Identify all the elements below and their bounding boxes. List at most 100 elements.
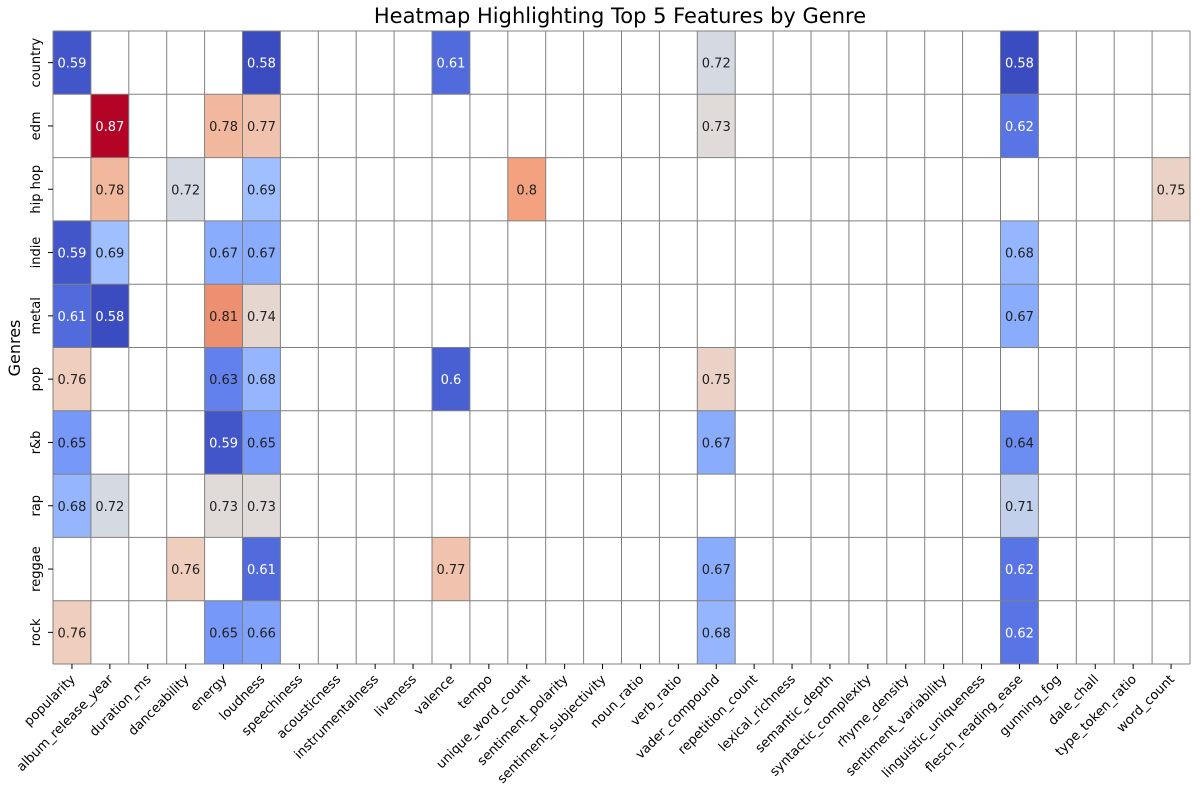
heatmap-cell — [697, 410, 736, 475]
y-tick-label: edm — [29, 111, 44, 140]
heatmap-cell — [432, 31, 470, 95]
cell-value-label: 0.72 — [171, 183, 200, 198]
heatmap-cell — [204, 220, 243, 285]
heatmap-cell — [204, 600, 243, 664]
cell-value-label: 0.65 — [209, 626, 238, 641]
cell-value-label: 0.68 — [1005, 247, 1034, 262]
heatmap-cell — [697, 347, 736, 411]
heatmap-cell — [1000, 474, 1039, 538]
cell-value-label: 0.61 — [247, 563, 276, 578]
heatmap-cell — [242, 284, 281, 348]
cell-value-label: 0.65 — [247, 436, 276, 451]
cell-value-label: 0.78 — [95, 183, 124, 198]
y-tick-label: country — [29, 37, 44, 87]
heatmap-cell — [53, 31, 91, 95]
heatmap-cell — [53, 474, 91, 538]
cell-value-label: 0.76 — [57, 373, 86, 388]
y-tick-label: indie — [29, 237, 44, 269]
heatmap-cell — [204, 474, 243, 538]
cell-value-label: 0.8 — [516, 183, 537, 198]
cell-value-label: 0.58 — [95, 310, 124, 325]
cell-value-label: 0.59 — [57, 247, 86, 262]
heatmap-cell — [1000, 220, 1039, 285]
heatmap-cell — [432, 347, 470, 411]
heatmap-cell — [242, 347, 281, 411]
heatmap-cell — [53, 410, 91, 475]
heatmap-cell — [53, 220, 91, 285]
cell-value-label: 0.62 — [1005, 563, 1034, 578]
cell-value-label: 0.63 — [209, 373, 238, 388]
cell-value-label: 0.67 — [247, 247, 276, 262]
heatmap-cell — [90, 157, 129, 221]
cell-value-label: 0.67 — [209, 247, 238, 262]
heatmap-cell — [204, 94, 243, 158]
heatmap-cell — [90, 220, 129, 285]
cell-value-label: 0.81 — [209, 310, 238, 325]
cell-value-label: 0.58 — [247, 57, 276, 72]
heatmap-cell — [507, 157, 546, 221]
x-axis-ticks: popularityalbum_release_yearduration_msd… — [14, 664, 1178, 787]
cell-value-label: 0.75 — [702, 373, 731, 388]
heatmap-cell — [1000, 537, 1039, 601]
cell-value-label: 0.68 — [702, 626, 731, 641]
y-axis-label: Genres — [5, 320, 24, 377]
cell-value-label: 0.59 — [209, 436, 238, 451]
cell-value-label: 0.67 — [1005, 310, 1034, 325]
cell-value-label: 0.64 — [1005, 436, 1034, 451]
heatmap-cell — [53, 284, 91, 348]
cell-value-label: 0.59 — [57, 57, 86, 72]
y-axis-ticks: country edm hip hop indie metal pop r&b rap regg… — [29, 37, 53, 646]
cell-value-label: 0.61 — [436, 57, 465, 72]
cell-value-label: 0.71 — [1005, 500, 1034, 515]
cell-value-label: 0.69 — [95, 247, 124, 262]
heatmap-cells — [53, 31, 1190, 664]
heatmap-cell — [204, 410, 243, 475]
cell-value-label: 0.58 — [1005, 57, 1034, 72]
x-tick-label: valence — [411, 672, 457, 718]
y-tick-label: pop — [29, 367, 44, 391]
heatmap-cell — [242, 600, 281, 664]
cell-value-label: 0.61 — [57, 310, 86, 325]
heatmap-cell — [1152, 157, 1190, 221]
heatmap-cell — [166, 157, 205, 221]
cell-value-label: 0.66 — [247, 626, 276, 641]
cell-value-label: 0.67 — [702, 436, 731, 451]
heatmap-cell — [242, 537, 281, 601]
cell-value-label: 0.73 — [702, 120, 731, 135]
heatmap-cell — [242, 94, 281, 158]
heatmap-cell-labels: 0.59 0.58 0.61 0.72 0.58 0.87 0.78 0.77 0.73 0.62… — [57, 57, 1185, 642]
x-tick-label: liveness — [372, 672, 420, 720]
y-tick-label: reggae — [29, 546, 44, 592]
heatmap-cell — [697, 31, 736, 95]
y-tick-label: metal — [29, 297, 44, 334]
heatmap-cell — [90, 474, 129, 538]
heatmap-grid — [52, 30, 1191, 665]
cell-value-label: 0.73 — [209, 500, 238, 515]
heatmap-cell — [242, 31, 281, 95]
cell-value-label: 0.6 — [441, 373, 462, 388]
cell-value-label: 0.78 — [209, 120, 238, 135]
heatmap-cell — [1000, 31, 1039, 95]
cell-value-label: 0.76 — [57, 626, 86, 641]
y-tick-label: rock — [29, 618, 44, 646]
cell-value-label: 0.68 — [247, 373, 276, 388]
heatmap-cell — [53, 600, 91, 664]
heatmap-cell — [90, 94, 129, 158]
heatmap-cell — [242, 157, 281, 221]
heatmap-cell — [1000, 410, 1039, 475]
cell-value-label: 0.77 — [247, 120, 276, 135]
heatmap-cell — [242, 410, 281, 475]
heatmap-cell — [1000, 94, 1039, 158]
heatmap-cell — [90, 284, 129, 348]
heatmap-cell — [697, 600, 736, 664]
cell-value-label: 0.68 — [57, 500, 86, 515]
heatmap-cell — [242, 474, 281, 538]
cell-value-label: 0.67 — [702, 563, 731, 578]
heatmap-cell — [697, 94, 736, 158]
chart-title: Heatmap Highlighting Top 5 Features by G… — [374, 4, 866, 28]
cell-value-label: 0.77 — [436, 563, 465, 578]
cell-value-label: 0.75 — [1157, 183, 1186, 198]
cell-value-label: 0.76 — [171, 563, 200, 578]
cell-value-label: 0.69 — [247, 183, 276, 198]
